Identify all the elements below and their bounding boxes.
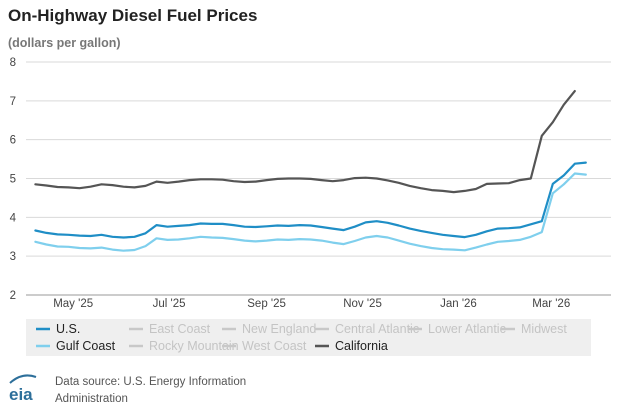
- legend-item-east-coast[interactable]: East Coast: [129, 322, 211, 336]
- legend-label: California: [335, 339, 388, 353]
- y-tick-label: 4: [10, 212, 17, 224]
- legend-item-central-atlantic[interactable]: Central Atlantic: [315, 322, 419, 336]
- y-axis: 2 3 4 5 6 7 8: [10, 57, 17, 302]
- x-tick-label: Nov '25: [343, 298, 382, 310]
- legend: U.S. East Coast New England Central Atlanti…: [36, 322, 567, 353]
- x-tick-label: Mar '26: [532, 298, 570, 310]
- legend-item-new-england[interactable]: New England: [222, 322, 316, 336]
- source-line-2: Administration: [55, 393, 128, 405]
- y-tick-label: 7: [10, 96, 16, 108]
- legend-label: Lower Atlantic: [428, 322, 506, 336]
- chart-subtitle: (dollars per gallon): [8, 36, 121, 50]
- x-axis: May '25 Jul '25 Sep '25 Nov '25 Jan '26 Mar '…: [53, 298, 570, 310]
- eia-logo-text: eia: [9, 385, 33, 404]
- y-tick-label: 3: [10, 251, 16, 263]
- legend-background: [26, 319, 591, 356]
- legend-item-west-coast[interactable]: West Coast: [222, 339, 307, 353]
- legend-label: Gulf Coast: [56, 339, 116, 353]
- x-tick-label: May '25: [53, 298, 93, 310]
- y-tick-label: 5: [10, 174, 16, 186]
- legend-label: Central Atlantic: [335, 322, 419, 336]
- y-tick-label: 6: [10, 135, 16, 147]
- x-tick-label: Jul '25: [153, 298, 186, 310]
- legend-item-california[interactable]: California: [315, 339, 388, 353]
- y-tick-label: 2: [10, 290, 16, 302]
- legend-label: West Coast: [242, 339, 307, 353]
- legend-label: New England: [242, 322, 316, 336]
- legend-label: Rocky Mountain: [149, 339, 239, 353]
- series-line-u-s: [34, 161, 587, 239]
- chart-title: On-Highway Diesel Fuel Prices: [8, 6, 257, 25]
- legend-item-gulf-coast[interactable]: Gulf Coast: [36, 339, 116, 353]
- eia-logo: eia: [9, 374, 37, 404]
- x-tick-label: Sep '25: [247, 298, 286, 310]
- source-line-1: Data source: U.S. Energy Information: [55, 376, 246, 388]
- plot-area: [34, 89, 587, 252]
- legend-label: U.S.: [56, 322, 80, 336]
- legend-item-u-s[interactable]: U.S.: [36, 322, 80, 336]
- legend-item-midwest[interactable]: Midwest: [501, 322, 567, 336]
- eia-logo-arc: [9, 374, 37, 384]
- legend-item-lower-atlantic[interactable]: Lower Atlantic: [408, 322, 506, 336]
- y-tick-label: 8: [10, 57, 16, 69]
- legend-label: East Coast: [149, 322, 211, 336]
- x-tick-label: Jan '26: [440, 298, 477, 310]
- legend-label: Midwest: [521, 322, 567, 336]
- grid: [26, 61, 611, 296]
- legend-item-rocky-mountain[interactable]: Rocky Mountain: [129, 339, 239, 353]
- series-line-california: [34, 89, 576, 194]
- series-line-gulf-coast: [34, 172, 587, 252]
